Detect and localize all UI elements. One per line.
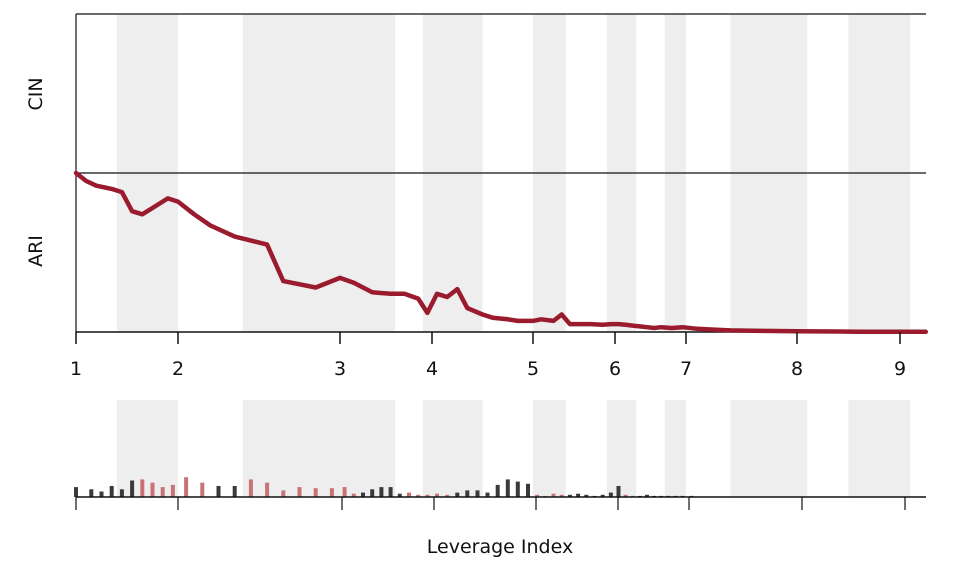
bar-34 [475, 490, 480, 497]
x-tick-label-5: 5 [527, 358, 539, 380]
x-tick-label-4: 4 [426, 358, 438, 380]
shaded-band-strip-4 [606, 400, 637, 497]
x-tick-label-2: 2 [172, 358, 184, 380]
bar-2 [99, 491, 104, 497]
bar-32 [455, 492, 460, 497]
bar-22 [361, 492, 365, 497]
bar-4 [119, 489, 124, 497]
bar-21 [351, 493, 356, 497]
bar-42 [551, 493, 556, 497]
row-label-cin: CIN [25, 77, 47, 110]
bar-13 [232, 486, 237, 497]
bar-8 [160, 487, 165, 497]
bar-39 [526, 483, 530, 497]
bar-6 [140, 479, 145, 497]
bar-54 [645, 494, 649, 497]
bar-0 [74, 487, 78, 497]
bar-19 [329, 488, 334, 497]
leverage-line-series [73, 170, 929, 335]
bar-18 [313, 488, 318, 497]
shaded-band-strip-2 [422, 400, 483, 497]
bar-12 [216, 486, 221, 497]
x-tick-label-1: 1 [70, 358, 82, 380]
bar-14 [248, 479, 253, 497]
bar-25 [388, 487, 393, 497]
bar-44 [567, 494, 572, 497]
shaded-band-strip-6 [730, 400, 808, 497]
bar-38 [515, 481, 520, 497]
x-tick-label-7: 7 [680, 358, 692, 380]
bar-17 [297, 487, 302, 497]
bar-30 [435, 493, 439, 497]
bottom-bar-strip [74, 477, 694, 497]
x-tick-label-9: 9 [894, 358, 906, 380]
shaded-band-strip-3 [533, 400, 566, 497]
bar-49 [608, 492, 613, 497]
x-tick-label-8: 8 [791, 358, 803, 380]
bar-3 [109, 486, 114, 497]
bar-1 [89, 489, 94, 497]
bar-51 [623, 494, 628, 497]
bar-10 [184, 477, 189, 497]
bar-7 [150, 482, 155, 497]
bar-31 [445, 494, 450, 497]
bar-45 [576, 493, 581, 497]
bar-29 [425, 494, 430, 497]
bar-28 [416, 494, 421, 497]
bar-46 [584, 494, 589, 497]
row-label-ari: ARI [25, 235, 47, 267]
bar-43 [559, 494, 564, 497]
bar-15 [265, 482, 270, 497]
bar-5 [130, 480, 135, 497]
shaded-band-strip-7 [848, 400, 911, 497]
bar-40 [535, 494, 540, 497]
x-tick-label-6: 6 [609, 358, 621, 380]
bottom-axis-ticks [75, 496, 926, 510]
bar-16 [281, 490, 286, 497]
leverage-line [73, 170, 929, 335]
shaded-bands [116, 14, 911, 497]
bar-37 [505, 479, 510, 497]
bar-11 [200, 482, 205, 497]
bar-24 [379, 487, 384, 497]
bar-9 [170, 484, 175, 497]
bar-33 [465, 490, 470, 497]
bar-35 [485, 492, 490, 497]
shaded-band-strip-0 [116, 400, 178, 497]
shaded-band-strip-5 [664, 400, 686, 497]
bar-23 [370, 489, 375, 497]
shaded-band-strip-1 [242, 400, 396, 497]
x-axis-title: Leverage Index [427, 536, 573, 558]
x-axis-ticks: 1 2 3 4 5 6 7 8 9 [70, 332, 906, 380]
bar-20 [342, 487, 347, 497]
bar-50 [616, 486, 621, 497]
bar-27 [407, 492, 411, 497]
x-tick-label-3: 3 [334, 358, 346, 380]
bar-36 [495, 484, 500, 497]
bar-26 [397, 493, 402, 497]
bar-48 [600, 494, 605, 497]
